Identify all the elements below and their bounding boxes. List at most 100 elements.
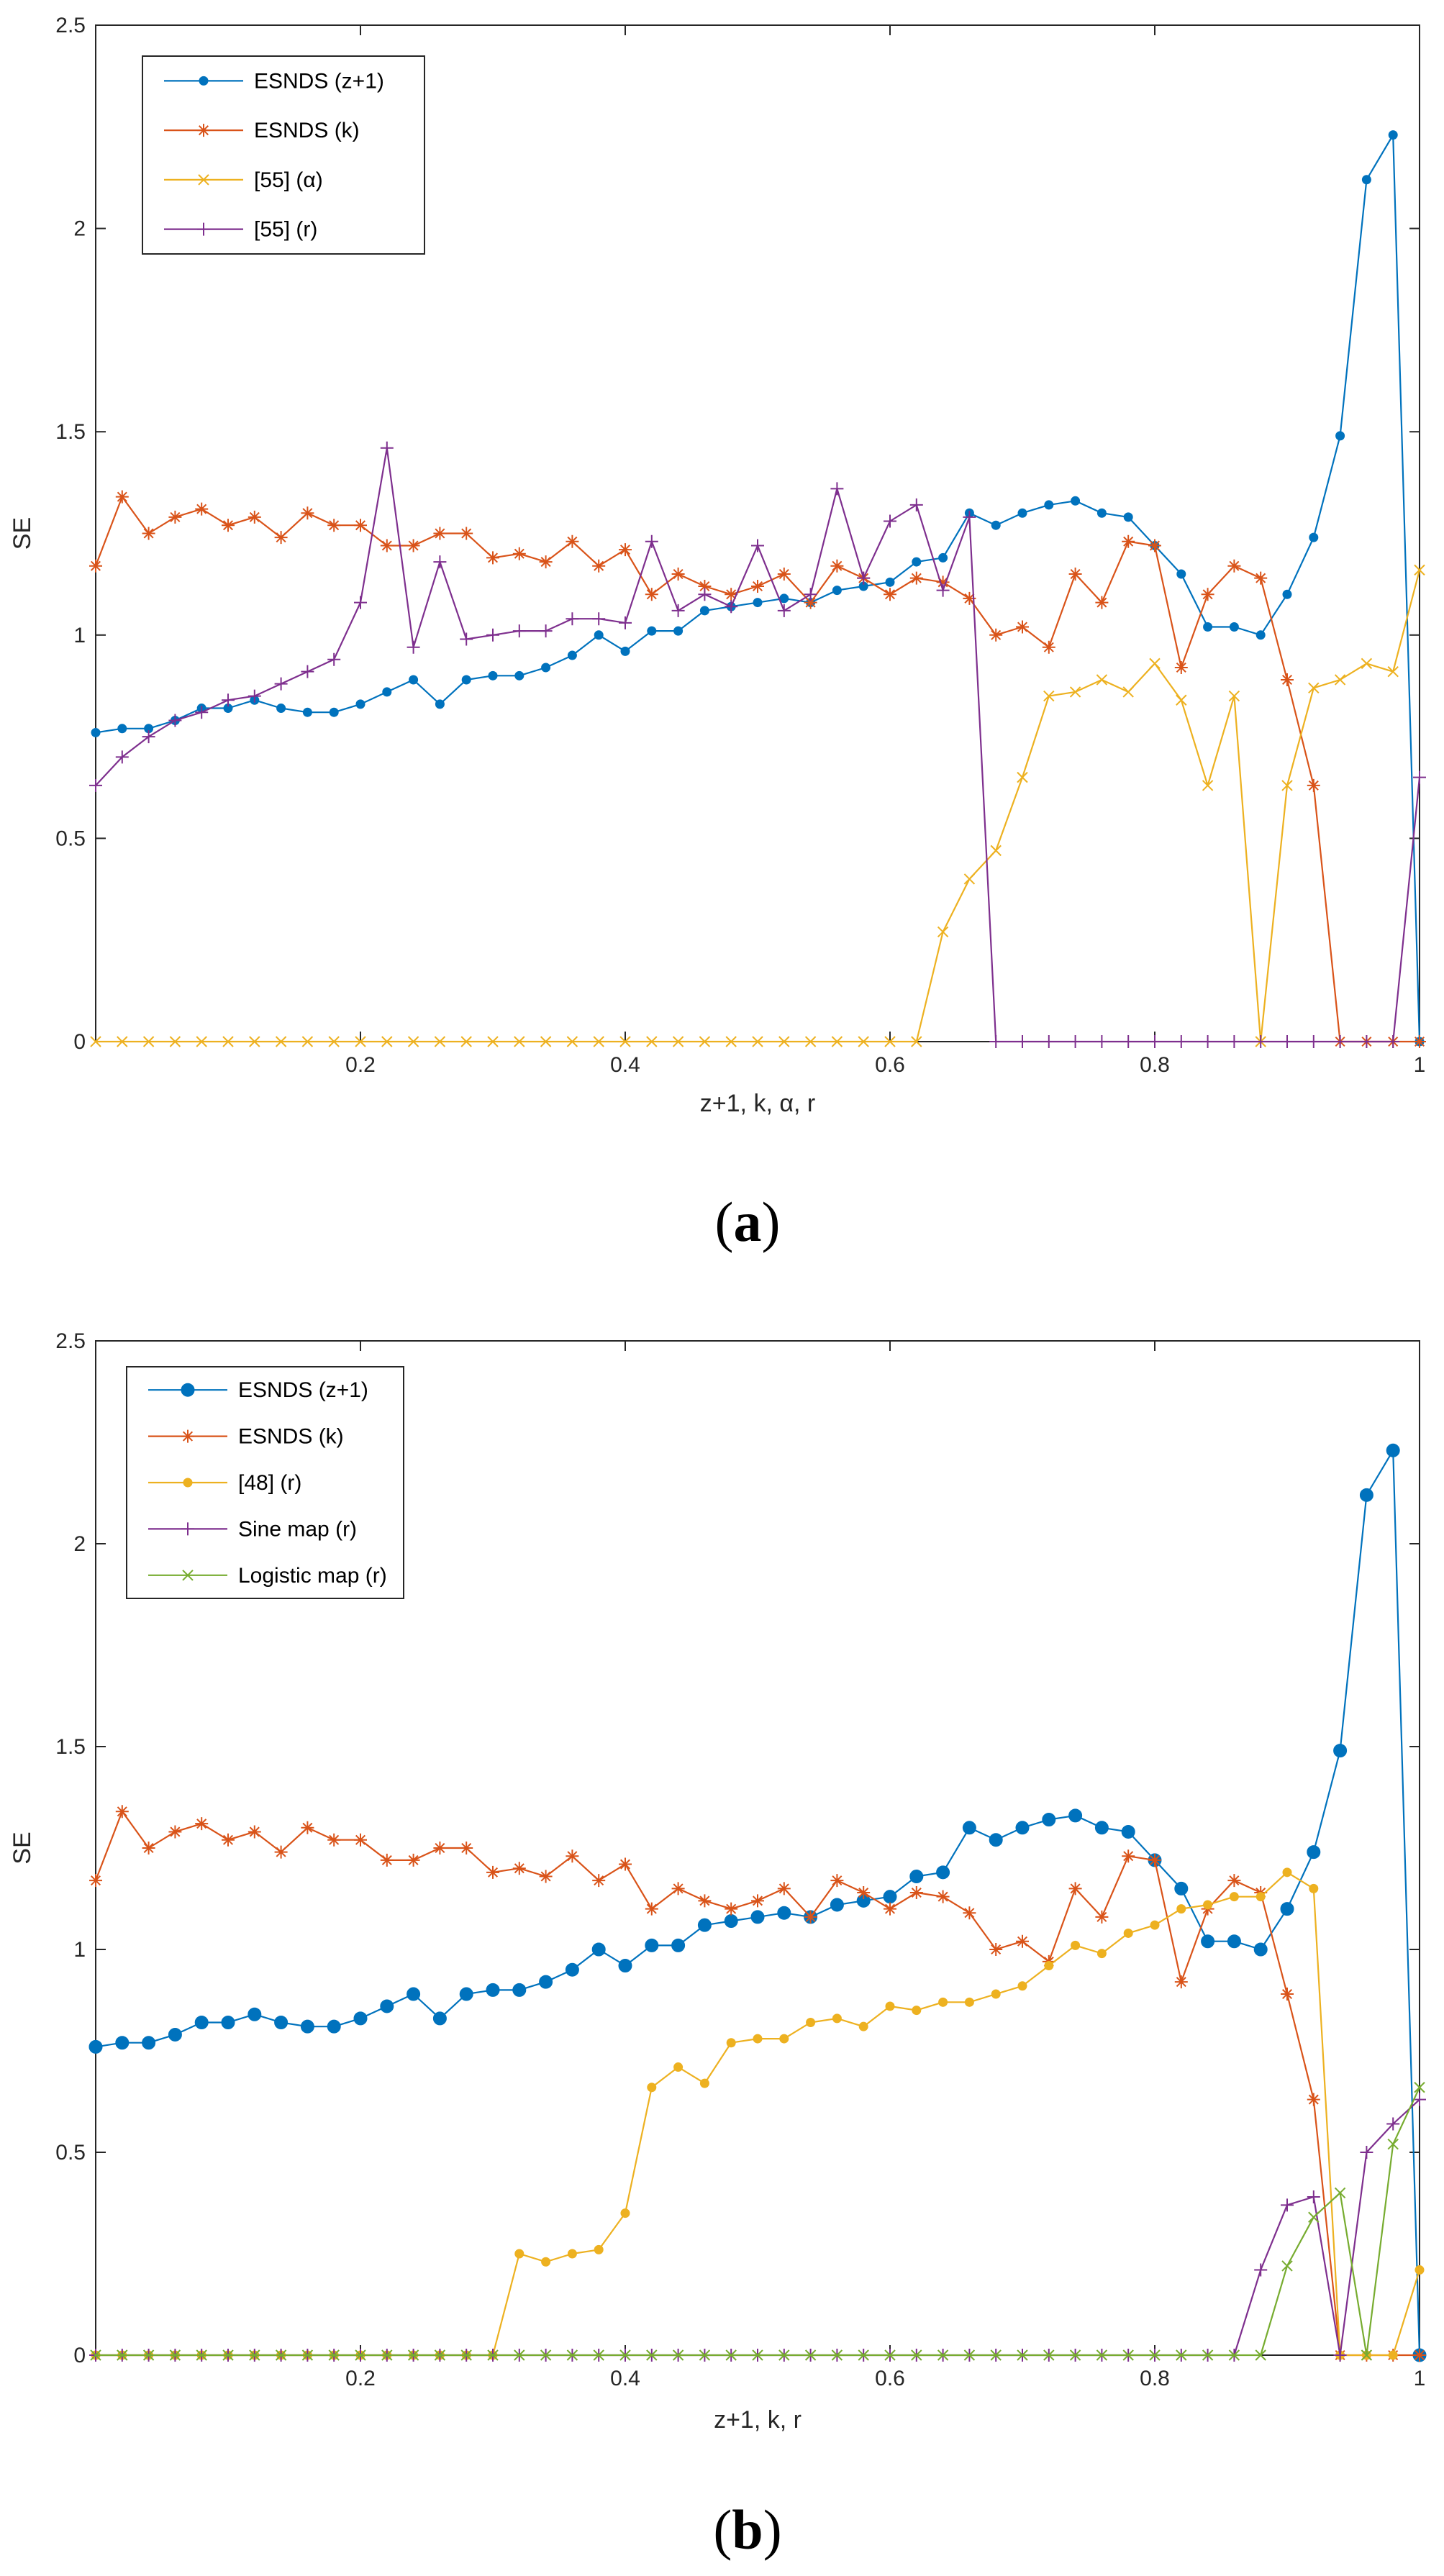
data-point [1015, 1821, 1030, 1835]
data-point [751, 579, 764, 593]
data-point [1415, 2265, 1425, 2275]
y-tick-label: 1 [73, 1938, 86, 1962]
data-point [380, 441, 394, 455]
data-point [142, 2349, 155, 2361]
data-point [1176, 2349, 1187, 2361]
data-point [671, 1938, 686, 1952]
data-point [539, 1975, 553, 1989]
data-point [963, 1906, 976, 1920]
data-point [1309, 1883, 1319, 1893]
data-point [672, 1036, 684, 1047]
y-tick-label: 0.5 [55, 2141, 86, 2165]
data-point [117, 1036, 128, 1047]
data-point [432, 2011, 447, 2026]
data-point [89, 1874, 102, 1888]
data-point [989, 1943, 1003, 1956]
data-point [541, 2257, 551, 2267]
data-point [487, 1036, 499, 1047]
data-point [751, 539, 764, 552]
data-point [593, 2349, 604, 2361]
data-point [1017, 771, 1028, 783]
data-point [646, 1036, 658, 1047]
legend-marker [181, 1383, 195, 1397]
data-point [1229, 622, 1239, 632]
data-point [514, 670, 525, 681]
panel-caption: (b) [713, 2498, 781, 2561]
data-point [89, 559, 102, 573]
data-point [539, 1870, 553, 1883]
data-point [1121, 1824, 1135, 1839]
data-point [671, 1882, 685, 1895]
y-tick-label: 1.5 [55, 1735, 86, 1759]
data-point [1148, 1853, 1161, 1867]
data-point [1202, 2349, 1214, 2361]
data-point [460, 632, 473, 646]
data-point [912, 557, 922, 567]
data-point [486, 1865, 499, 1879]
data-point [459, 1987, 473, 2001]
data-point [1388, 130, 1398, 140]
data-point [647, 626, 657, 636]
x-axis-title: z+1, k, r [714, 2406, 802, 2434]
data-point [645, 588, 658, 601]
data-point [381, 1036, 393, 1047]
data-point [991, 520, 1001, 530]
data-point [1016, 1035, 1029, 1048]
data-point [1227, 1874, 1241, 1888]
data-point [1308, 682, 1320, 693]
legend-marker [199, 76, 209, 86]
data-point [646, 2349, 658, 2361]
data-point [301, 1036, 314, 1047]
data-point [1016, 620, 1029, 634]
data-point [567, 650, 577, 660]
x-tick-label: 0.6 [875, 1053, 905, 1077]
data-point [486, 628, 499, 642]
data-point [512, 1983, 527, 1997]
data-point [778, 1036, 790, 1047]
data-point [1386, 1035, 1400, 1048]
data-point [1042, 640, 1055, 654]
data-point [1071, 496, 1081, 506]
data-point [1176, 694, 1187, 706]
data-point [222, 519, 235, 532]
legend: ESNDS (z+1) ESNDS (k) [48] (r) Sine map (r)… [126, 1366, 404, 1599]
data-point [645, 534, 658, 548]
data-point [195, 1817, 209, 1831]
data-point [1281, 1035, 1294, 1048]
data-point [249, 2349, 260, 2361]
data-point [1096, 1949, 1107, 1959]
data-point [539, 555, 553, 569]
data-point [249, 1036, 260, 1047]
data-point [725, 1902, 738, 1916]
legend-label: ESNDS (k) [238, 1425, 344, 1449]
data-point [1095, 1910, 1109, 1924]
legend-marker [183, 1478, 193, 1488]
legend-marker [197, 124, 210, 137]
data-point [407, 539, 420, 552]
data-point [647, 2083, 657, 2093]
legend-marker [182, 1570, 194, 1581]
data-point [88, 2039, 103, 2054]
data-point [1096, 2349, 1108, 2361]
data-point [275, 1036, 287, 1047]
data-point [1308, 2211, 1320, 2223]
data-point [1174, 1035, 1188, 1048]
data-point [514, 2249, 525, 2259]
data-point [1176, 1904, 1186, 1914]
data-point [1413, 2093, 1426, 2106]
data-point [936, 1865, 950, 1880]
data-point [753, 598, 763, 608]
x-tick-label: 0.4 [610, 2367, 640, 2390]
data-point [698, 588, 712, 601]
data-point [697, 1918, 712, 1932]
data-point [1227, 559, 1241, 573]
chart-panel-b: 0 0.5 1 1.5 2 2.5 0.2 0.4 0.6 0.8 1 z+1, k, r SE ESND… [9, 1329, 1427, 2561]
data-point [936, 1890, 950, 1903]
data-point [1174, 1881, 1189, 1895]
data-point [1149, 657, 1161, 670]
data-point [804, 1910, 817, 1924]
data-point [1174, 661, 1188, 675]
y-tick-label: 0 [73, 1030, 86, 1054]
y-axis-title: SE [9, 1831, 36, 1864]
data-point [1202, 780, 1214, 791]
